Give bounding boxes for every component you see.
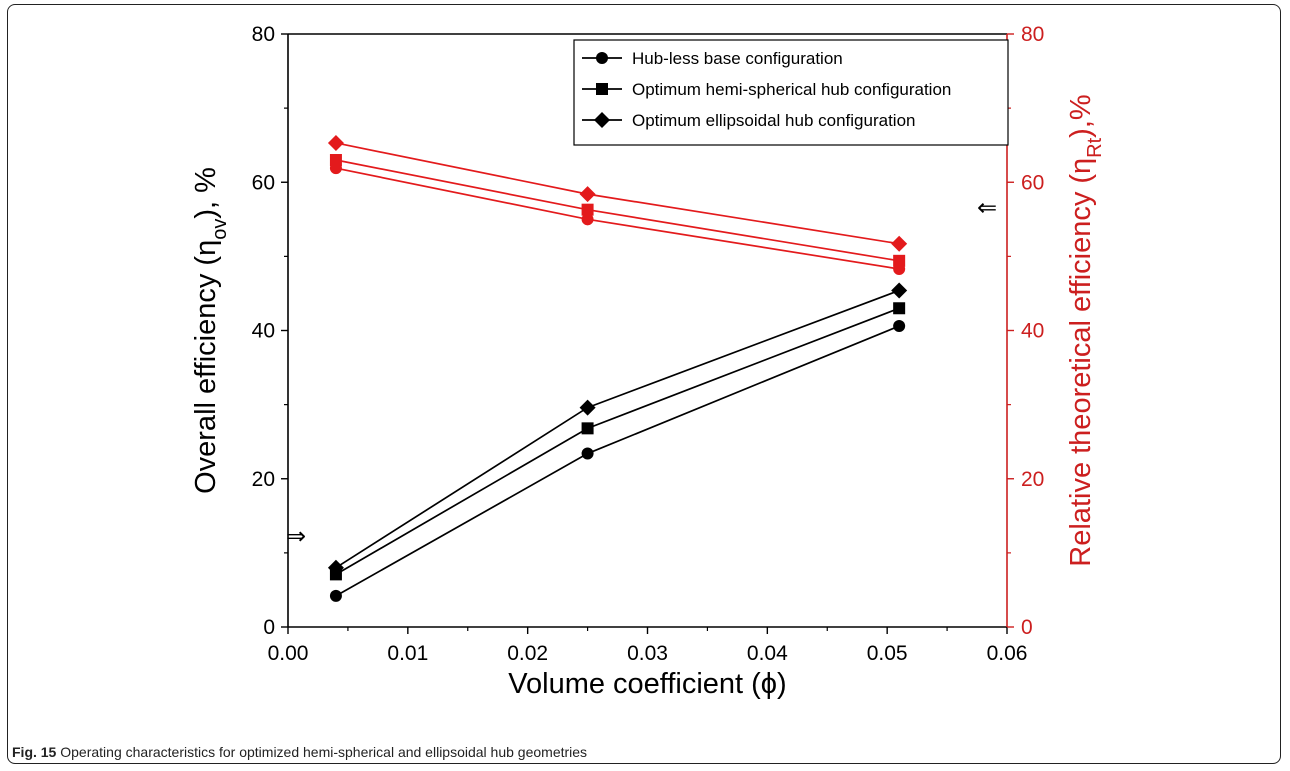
data-point — [891, 235, 908, 252]
figure-caption: Fig. 15 Operating characteristics for op… — [12, 744, 587, 760]
figure-frame — [7, 4, 1281, 764]
series-line-3 — [335, 167, 900, 270]
axis-pointer-arrow: ⇒ — [286, 522, 306, 550]
x-tick-label: 0.04 — [747, 642, 788, 665]
legend-label: Optimum ellipsoidal hub configuration — [632, 111, 916, 130]
y-right-tick-label: 20 — [1021, 468, 1044, 491]
y-left-tick-label: 80 — [252, 23, 275, 46]
y-left-tick-label: 40 — [252, 320, 275, 343]
legend-marker — [594, 112, 610, 128]
data-point — [893, 302, 906, 315]
series-line-5 — [335, 142, 900, 245]
y-right-tick-label: 0 — [1021, 616, 1033, 639]
caption-text: Operating characteristics for optimized … — [60, 744, 588, 760]
series-line-4 — [335, 159, 900, 262]
legend-box — [573, 39, 1009, 146]
data-point — [329, 589, 342, 602]
legend-marker — [596, 52, 608, 64]
legend-marker — [596, 83, 608, 95]
series-line-0 — [335, 325, 900, 597]
axis-pointer-arrow: ⇐ — [977, 193, 997, 221]
y-right-axis-title: Relative theoretical efficiency (ηRt),% — [1065, 94, 1106, 566]
x-tick-label: 0.00 — [268, 642, 309, 665]
y-right-tick-label: 80 — [1021, 23, 1044, 46]
data-point — [581, 203, 594, 216]
data-point — [581, 422, 594, 435]
data-point — [329, 154, 342, 167]
x-tick-label: 0.03 — [627, 642, 668, 665]
legend-label: Hub-less base configuration — [632, 49, 843, 68]
data-point — [581, 447, 594, 460]
x-tick-label: 0.05 — [867, 642, 908, 665]
x-tick-label: 0.02 — [507, 642, 548, 665]
data-point — [327, 559, 344, 576]
x-tick-label: 0.01 — [387, 642, 428, 665]
x-tick-label: 0.06 — [987, 642, 1028, 665]
data-point — [327, 134, 344, 151]
x-axis-title: Volume coefficient (ϕ) — [508, 668, 786, 700]
data-point — [893, 254, 906, 267]
data-point — [581, 213, 594, 226]
data-point — [579, 186, 596, 203]
data-point — [891, 282, 908, 299]
y-left-axis-title: Overall efficiency (ηov), % — [190, 167, 231, 494]
y-left-tick-label: 20 — [252, 468, 275, 491]
caption-label: Fig. 15 — [12, 744, 57, 760]
data-point — [579, 399, 596, 416]
data-point — [893, 320, 906, 333]
y-right-tick-label: 60 — [1021, 171, 1044, 194]
legend-label: Optimum hemi-spherical hub configuration — [632, 80, 951, 99]
y-right-tick-label: 40 — [1021, 320, 1044, 343]
y-left-tick-label: 60 — [252, 171, 275, 194]
y-left-tick-label: 0 — [263, 616, 275, 639]
